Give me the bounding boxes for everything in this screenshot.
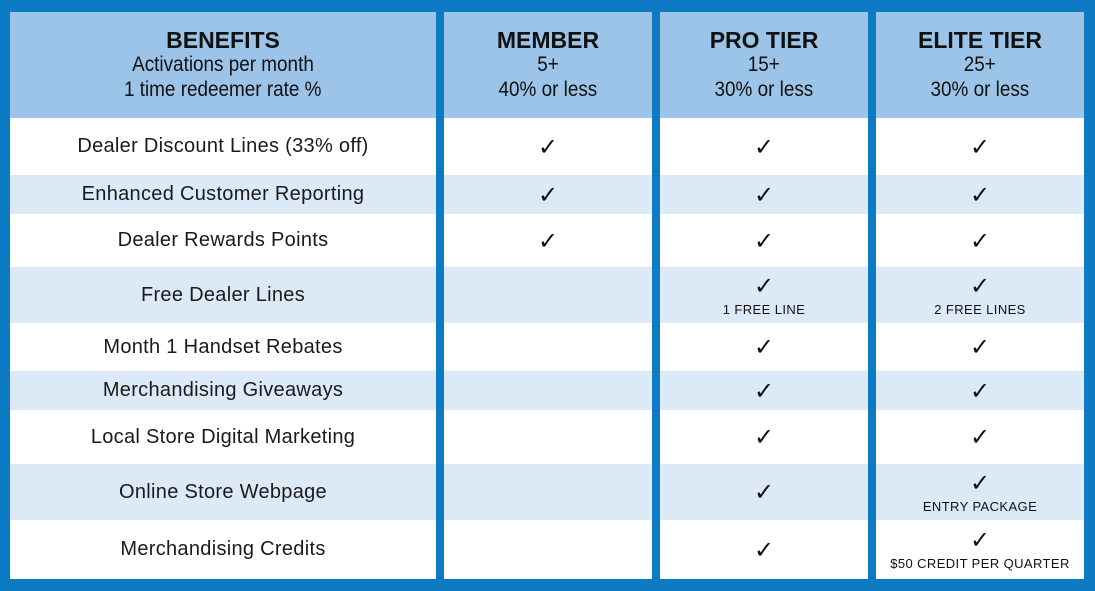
table-row: ✓: [660, 175, 868, 214]
member-column: MEMBER 5+ 40% or less ✓ ✓ ✓: [444, 12, 652, 579]
table-row: Dealer Rewards Points: [10, 214, 436, 267]
table-row: Dealer Discount Lines (33% off): [10, 118, 436, 175]
tier-name: MEMBER: [496, 27, 600, 53]
checkmark-icon: ✓: [537, 132, 559, 161]
checkmark-icon: ✓: [969, 423, 991, 451]
checkmark-icon: ✓: [537, 226, 559, 255]
table-row: [444, 323, 652, 371]
tier-benefit-note: 2 FREE LINES: [934, 301, 1026, 317]
table-row: ✓ 2 FREE LINES: [876, 267, 1084, 323]
benefit-label: Local Store Digital Marketing: [90, 425, 356, 448]
benefit-label: Month 1 Handset Rebates: [103, 335, 343, 358]
member-header: MEMBER 5+ 40% or less: [444, 12, 652, 118]
checkmark-icon: ✓: [969, 180, 991, 209]
checkmark-icon: ✓: [753, 333, 775, 361]
table-row: Month 1 Handset Rebates: [10, 323, 436, 371]
checkmark-icon: ✓: [969, 376, 991, 405]
table-row: ✓: [444, 118, 652, 175]
table-row: ✓: [876, 323, 1084, 371]
tier-name: ELITE TIER: [918, 27, 1042, 53]
benefit-label: Free Dealer Lines: [140, 283, 306, 306]
checkmark-icon: ✓: [753, 132, 775, 161]
pro-header: PRO TIER 15+ 30% or less: [660, 12, 868, 118]
table-row: ✓: [660, 520, 868, 579]
table-row: ✓: [660, 214, 868, 267]
benefit-label: Merchandising Giveaways: [102, 379, 344, 401]
benefit-label: Dealer Rewards Points: [117, 229, 329, 251]
checkmark-icon: ✓: [753, 535, 775, 564]
tier-rate: 30% or less: [930, 78, 1030, 101]
table-row: [444, 464, 652, 520]
table-row: ✓ 1 FREE LINE: [660, 267, 868, 323]
table-row: [444, 371, 652, 410]
table-row: Free Dealer Lines: [10, 267, 436, 323]
benefit-label: Enhanced Customer Reporting: [81, 183, 365, 205]
benefits-column: BENEFITS Activations per month 1 time re…: [10, 12, 436, 579]
table-row: ✓ $50 CREDIT PER QUARTER: [876, 520, 1084, 579]
checkmark-icon: ✓: [753, 180, 775, 209]
tier-benefit-note: ENTRY PACKAGE: [922, 498, 1038, 514]
table-row: Enhanced Customer Reporting: [10, 175, 436, 214]
table-row: ✓: [876, 214, 1084, 267]
tier-rate: 30% or less: [714, 78, 814, 101]
table-row: ✓: [876, 118, 1084, 175]
benefit-label: Merchandising Credits: [120, 538, 326, 560]
table-row: [444, 520, 652, 579]
table-row: Merchandising Credits: [10, 520, 436, 579]
tier-benefit-note: $50 CREDIT PER QUARTER: [890, 556, 1070, 571]
checkmark-icon: ✓: [969, 333, 991, 361]
checkmark-icon: ✓: [969, 271, 991, 300]
table-row: ✓: [660, 323, 868, 371]
activations-label: Activations per month: [132, 53, 314, 76]
table-row: Online Store Webpage: [10, 464, 436, 520]
checkmark-icon: ✓: [753, 478, 775, 506]
tier-activations: 25+: [963, 53, 997, 76]
tier-rate: 40% or less: [498, 78, 598, 101]
tier-benefit-note: 1 FREE LINE: [722, 301, 806, 317]
benefit-label: Dealer Discount Lines (33% off): [77, 135, 369, 157]
table-row: ✓: [660, 410, 868, 464]
checkmark-icon: ✓: [969, 526, 991, 554]
checkmark-icon: ✓: [537, 180, 559, 209]
checkmark-icon: ✓: [753, 226, 775, 255]
table-row: ✓: [444, 175, 652, 214]
benefits-title: BENEFITS: [166, 27, 280, 53]
tier-name: PRO TIER: [709, 27, 819, 53]
table-row: Local Store Digital Marketing: [10, 410, 436, 464]
table-row: ✓ ENTRY PACKAGE: [876, 464, 1084, 520]
checkmark-icon: ✓: [753, 376, 775, 405]
checkmark-icon: ✓: [969, 132, 991, 161]
redeemer-rate-label: 1 time redeemer rate %: [124, 78, 322, 101]
table-row: ✓: [660, 464, 868, 520]
checkmark-icon: ✓: [753, 271, 775, 300]
checkmark-icon: ✓: [969, 226, 991, 255]
tier-activations: 5+: [537, 53, 559, 76]
table-row: ✓: [444, 214, 652, 267]
table-row: ✓: [660, 371, 868, 410]
table-row: ✓: [876, 371, 1084, 410]
pro-column: PRO TIER 15+ 30% or less ✓ ✓ ✓ ✓ 1 FREE LINE…: [660, 12, 868, 579]
table-row: ✓: [876, 410, 1084, 464]
table-row: Merchandising Giveaways: [10, 371, 436, 410]
table-row: ✓: [876, 175, 1084, 214]
checkmark-icon: ✓: [753, 423, 775, 451]
table-row: [444, 267, 652, 323]
benefit-label: Online Store Webpage: [119, 480, 327, 503]
table-row: [444, 410, 652, 464]
checkmark-icon: ✓: [969, 468, 991, 497]
table-row: ✓: [660, 118, 868, 175]
elite-header: ELITE TIER 25+ 30% or less: [876, 12, 1084, 118]
tier-activations: 15+: [747, 53, 781, 76]
benefits-header: BENEFITS Activations per month 1 time re…: [10, 12, 436, 118]
elite-column: ELITE TIER 25+ 30% or less ✓ ✓ ✓ ✓ 2 FREE LI…: [876, 12, 1084, 579]
